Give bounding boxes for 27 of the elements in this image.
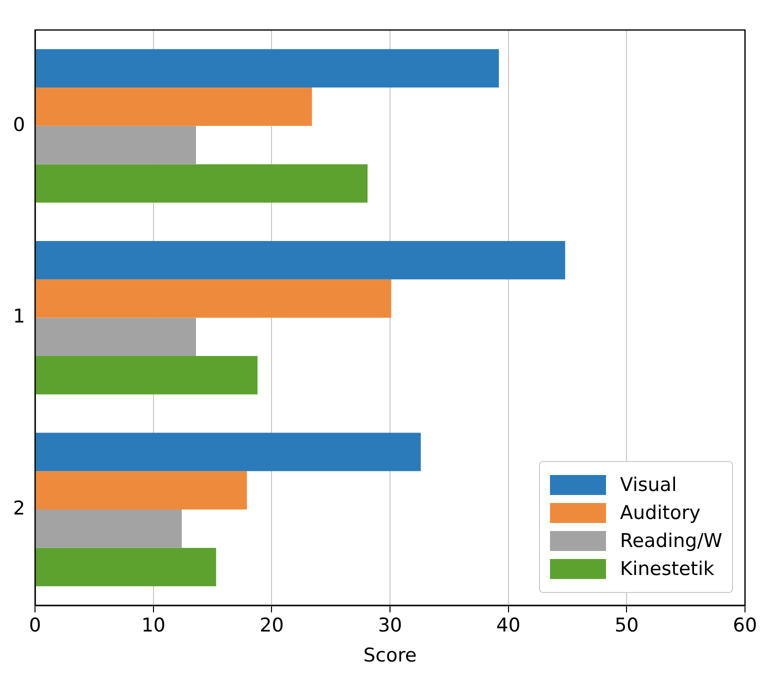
legend-label: Kinestetik: [620, 558, 714, 580]
y-tick-label: 2: [12, 497, 26, 520]
x-tick-label: 40: [496, 614, 520, 637]
bar: [36, 318, 196, 356]
bar: [36, 126, 196, 164]
bar: [36, 164, 368, 203]
legend-label: Auditory: [620, 502, 701, 524]
x-tick-label: 60: [732, 614, 758, 637]
x-tick-label: 10: [141, 614, 166, 637]
bar: [36, 240, 566, 280]
bar: [36, 49, 499, 88]
bar: [36, 471, 247, 510]
bar: [36, 548, 216, 586]
x-tick-label: 50: [614, 614, 639, 637]
y-tick-label: 1: [12, 306, 26, 328]
bar: [36, 279, 392, 318]
x-tick-label: 20: [260, 614, 284, 637]
bar: [36, 510, 182, 548]
bar: [36, 356, 258, 394]
y-tick-label: 0: [12, 114, 26, 136]
legend-label: Reading/W: [620, 530, 722, 552]
x-tick-label: 30: [378, 614, 402, 637]
x-tick-label: 0: [29, 614, 42, 637]
bar: [36, 88, 312, 126]
legend-label: Visual: [620, 474, 677, 496]
bar: [36, 432, 421, 472]
x-axis-title: Score: [363, 644, 417, 667]
